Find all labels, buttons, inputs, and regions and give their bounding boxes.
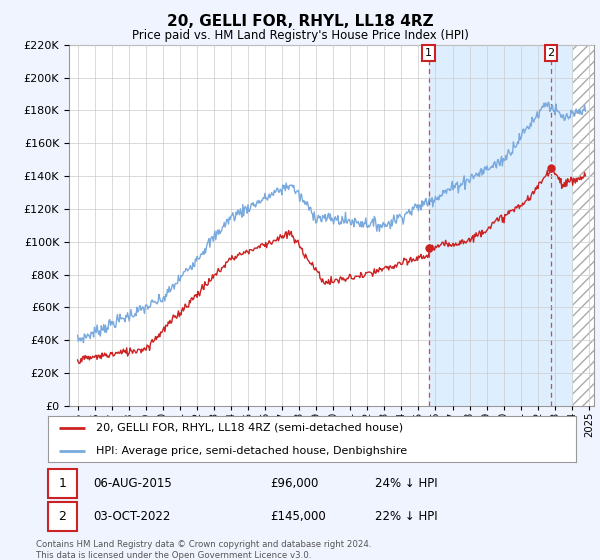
- Bar: [573, 45, 594, 406]
- FancyBboxPatch shape: [48, 502, 77, 531]
- Text: £96,000: £96,000: [270, 477, 318, 490]
- FancyBboxPatch shape: [48, 469, 77, 498]
- Text: 1: 1: [425, 48, 432, 58]
- Text: Contains HM Land Registry data © Crown copyright and database right 2024.
This d: Contains HM Land Registry data © Crown c…: [36, 540, 371, 560]
- Text: 20, GELLI FOR, RHYL, LL18 4RZ: 20, GELLI FOR, RHYL, LL18 4RZ: [167, 14, 433, 29]
- Text: 2: 2: [547, 48, 554, 58]
- Text: HPI: Average price, semi-detached house, Denbighshire: HPI: Average price, semi-detached house,…: [95, 446, 407, 455]
- Bar: [573, 45, 594, 406]
- Text: 24% ↓ HPI: 24% ↓ HPI: [376, 477, 438, 490]
- Text: 1: 1: [58, 477, 66, 490]
- Text: £145,000: £145,000: [270, 510, 326, 524]
- Text: 2: 2: [58, 510, 66, 524]
- Text: 22% ↓ HPI: 22% ↓ HPI: [376, 510, 438, 524]
- Text: Price paid vs. HM Land Registry's House Price Index (HPI): Price paid vs. HM Land Registry's House …: [131, 29, 469, 42]
- Text: 03-OCT-2022: 03-OCT-2022: [93, 510, 170, 524]
- Text: 20, GELLI FOR, RHYL, LL18 4RZ (semi-detached house): 20, GELLI FOR, RHYL, LL18 4RZ (semi-deta…: [95, 423, 403, 432]
- Text: 06-AUG-2015: 06-AUG-2015: [93, 477, 172, 490]
- Bar: [428, 45, 594, 406]
